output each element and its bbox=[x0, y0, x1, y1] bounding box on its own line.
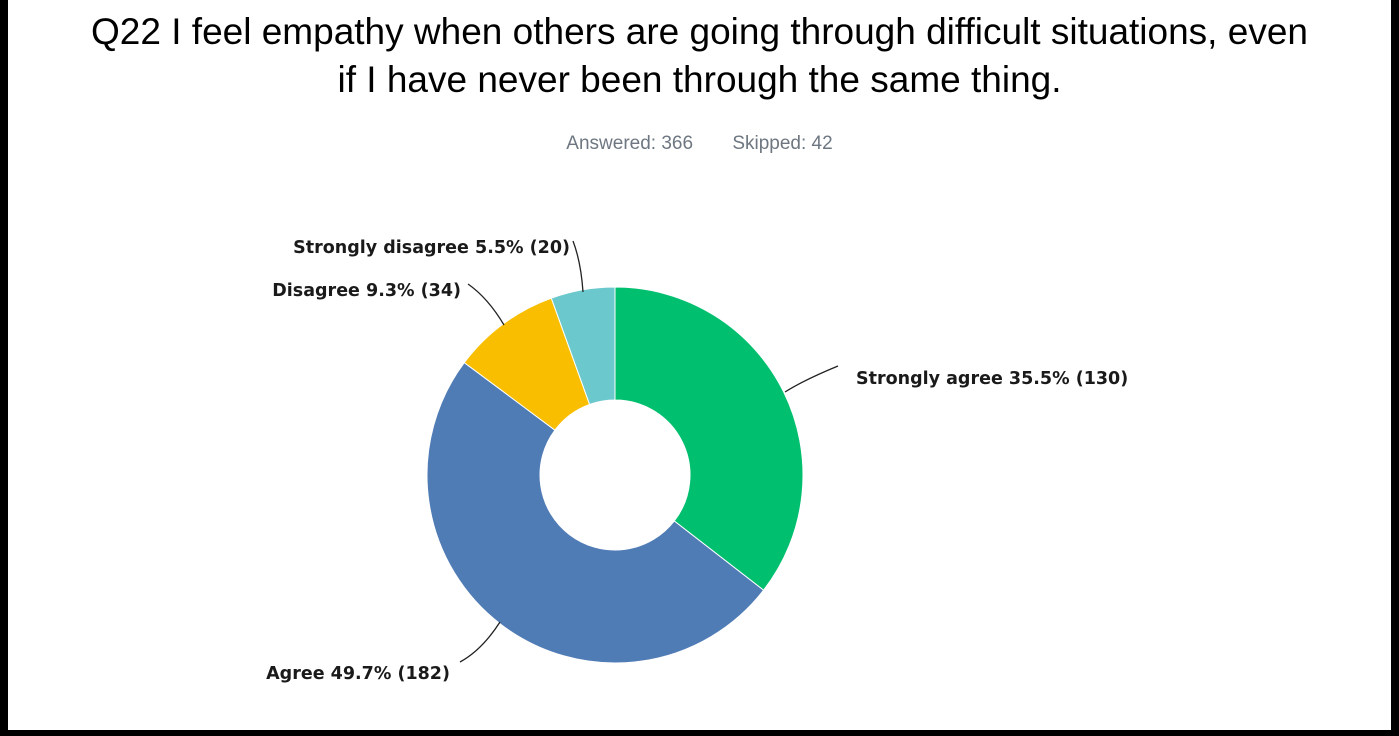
slice-strongly-disagree[interactable] bbox=[550, 286, 616, 406]
slice-label-strongly-agree: Strongly agree 35.5% (130) bbox=[856, 369, 1128, 389]
leader-line-strongly-disagree bbox=[572, 240, 584, 293]
leader-line-agree bbox=[459, 621, 501, 663]
title-line-2: if I have never been through the same th… bbox=[337, 59, 1062, 100]
leader-line-disagree bbox=[467, 283, 505, 326]
chart-title: Q22 I feel empathy when others are going… bbox=[8, 8, 1391, 104]
title-line-1: Q22 I feel empathy when others are going… bbox=[91, 11, 1308, 52]
slice-agree[interactable] bbox=[426, 361, 765, 664]
slice-label-strongly-disagree: Strongly disagree 5.5% (20) bbox=[293, 238, 570, 258]
slice-strongly-agree[interactable] bbox=[614, 286, 804, 591]
chart-frame: Q22 I feel empathy when others are going… bbox=[8, 0, 1391, 730]
answered-count: Answered: 366 bbox=[566, 133, 694, 154]
leader-line-strongly-agree bbox=[784, 365, 839, 393]
donut-chart: Strongly agree 35.5% (130) Agree 49.7% (1… bbox=[266, 238, 1128, 684]
slice-label-agree: Agree 49.7% (182) bbox=[266, 664, 450, 684]
skipped-count: Skipped: 42 bbox=[732, 133, 833, 154]
slice-label-disagree: Disagree 9.3% (34) bbox=[272, 281, 461, 301]
response-stats: Answered: 366 Skipped: 42 bbox=[8, 133, 1391, 155]
